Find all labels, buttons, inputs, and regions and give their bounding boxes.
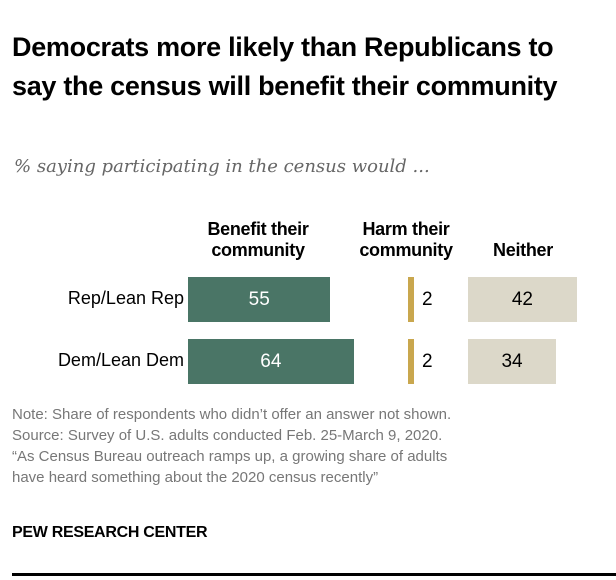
bottom-rule bbox=[12, 573, 616, 576]
bar-neither bbox=[468, 277, 577, 322]
bar-harm bbox=[408, 277, 414, 322]
bar-benefit bbox=[188, 339, 354, 384]
note-line: Note: Share of respondents who didn’t of… bbox=[12, 406, 452, 423]
data-label-neither: 34 bbox=[501, 351, 523, 372]
notes: Note: Share of respondents who didn’t of… bbox=[12, 404, 451, 488]
data-label-harm: 2 bbox=[422, 351, 433, 372]
data-label-harm: 2 bbox=[422, 289, 433, 310]
row-label: Dem/Lean Dem bbox=[57, 350, 184, 370]
data-label-neither: 42 bbox=[511, 289, 533, 310]
column-header-neither: Neither bbox=[493, 240, 553, 260]
column-header-benefit: Benefit their community bbox=[207, 219, 309, 260]
row-label: Rep/Lean Rep bbox=[67, 288, 184, 308]
chart-title: Democrats more likely than Republicans t… bbox=[12, 32, 558, 101]
source-line: have heard something about the 2020 cens… bbox=[12, 469, 379, 486]
bar-harm bbox=[408, 339, 414, 384]
data-label-benefit: 64 bbox=[260, 351, 282, 372]
bar-benefit bbox=[188, 277, 331, 322]
source-line: “As Census Bureau outreach ramps up, a g… bbox=[12, 448, 448, 465]
bar-neither bbox=[468, 339, 557, 384]
brand-logo-text: PEW RESEARCH CENTER bbox=[12, 524, 208, 541]
column-header-harm: Harm their community bbox=[359, 219, 453, 260]
source-line: Source: Survey of U.S. adults conducted … bbox=[12, 427, 443, 444]
data-label-benefit: 55 bbox=[248, 289, 270, 310]
chart-subtitle: % saying participating in the census wou… bbox=[14, 156, 430, 177]
